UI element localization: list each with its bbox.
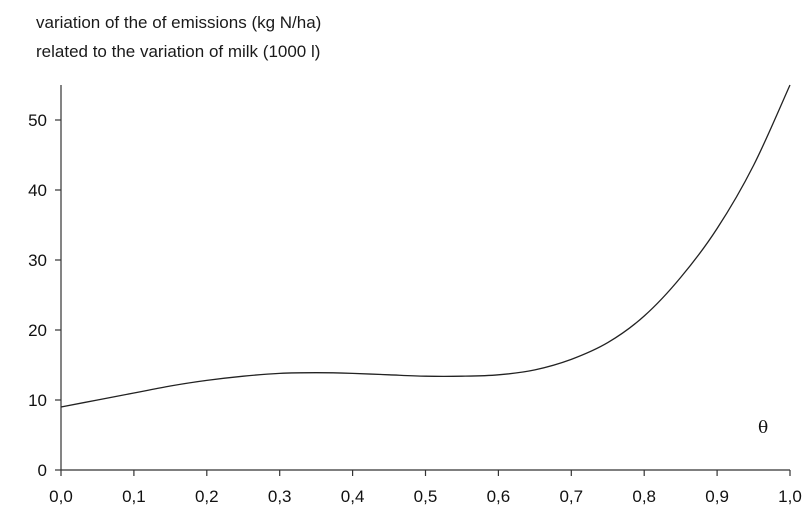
y-ticks: 0 10 20 30 40 50: [28, 111, 61, 480]
x-tick-label: 0,7: [559, 487, 583, 506]
x-tick-label: 0,0: [49, 487, 73, 506]
y-tick-label: 0: [38, 461, 47, 480]
x-tick-label: 0,1: [122, 487, 146, 506]
series-line: [60, 84, 791, 408]
x-tick-label: 0,2: [195, 487, 219, 506]
y-tick-label: 30: [28, 251, 47, 270]
x-tick-label: 0,5: [414, 487, 438, 506]
y-axis-label-line-2: related to the variation of milk (1000 l…: [36, 42, 321, 61]
x-ticks: 0,0 0,1 0,2 0,3 0,4 0,5 0,6 0,7 0,8 0,9 1,0: [49, 470, 802, 506]
x-tick-label: 0,8: [632, 487, 656, 506]
y-tick-label: 20: [28, 321, 47, 340]
x-axis-label: θ: [758, 418, 768, 438]
x-tick-label: 0,9: [705, 487, 729, 506]
y-tick-label: 50: [28, 111, 47, 130]
y-axis-label-line-1: variation of the of emissions (kg N/ha): [36, 13, 322, 32]
x-tick-label: 0,3: [268, 487, 292, 506]
y-tick-label: 40: [28, 181, 47, 200]
y-tick-label: 10: [28, 391, 47, 410]
x-tick-label: 1,0: [778, 487, 802, 506]
x-tick-label: 0,6: [487, 487, 511, 506]
x-tick-label: 0,4: [341, 487, 365, 506]
